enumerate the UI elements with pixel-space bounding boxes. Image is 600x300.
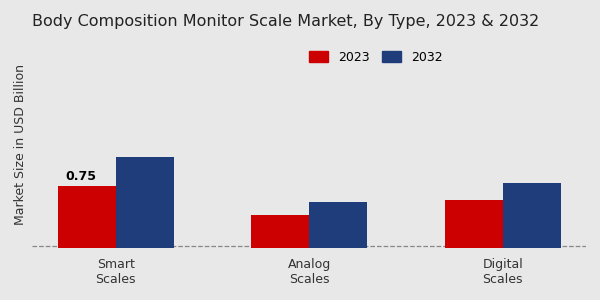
Text: 0.75: 0.75 — [65, 170, 97, 183]
Text: Body Composition Monitor Scale Market, By Type, 2023 & 2032: Body Composition Monitor Scale Market, B… — [32, 14, 539, 29]
Bar — [445, 200, 503, 248]
Legend: 2023, 2032: 2023, 2032 — [304, 46, 448, 69]
Bar — [251, 215, 309, 248]
Y-axis label: Market Size in USD Billion: Market Size in USD Billion — [14, 64, 27, 225]
Bar — [309, 202, 367, 248]
Bar — [58, 186, 116, 248]
Bar — [503, 183, 561, 248]
Bar — [116, 157, 174, 248]
